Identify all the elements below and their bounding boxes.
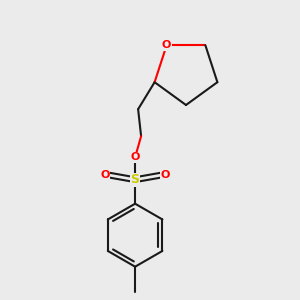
Text: O: O (100, 170, 110, 180)
Text: O: O (160, 170, 170, 180)
Text: O: O (130, 152, 140, 162)
Text: S: S (130, 173, 140, 186)
Text: O: O (162, 40, 171, 50)
